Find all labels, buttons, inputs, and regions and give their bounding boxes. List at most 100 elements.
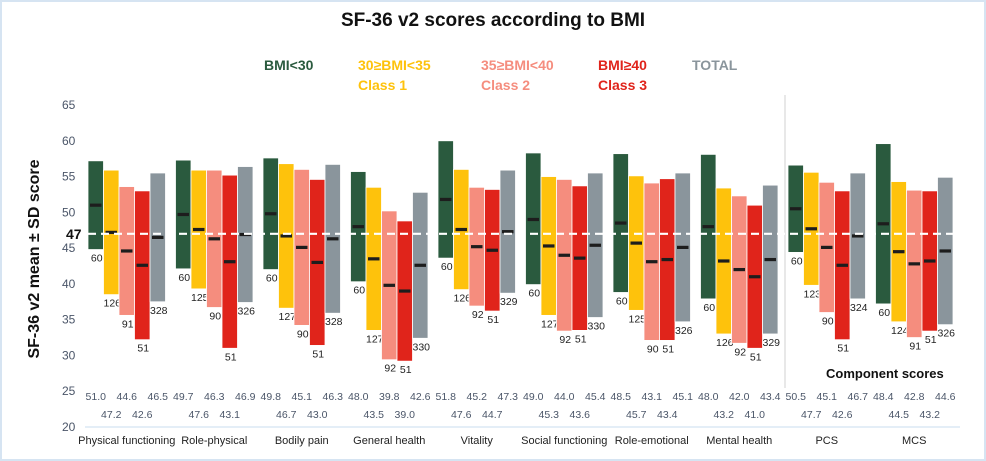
- mean-marker: [90, 203, 102, 207]
- n-label: 127: [278, 311, 296, 323]
- mean-marker: [790, 207, 802, 211]
- legend-label: TOTAL: [692, 57, 738, 73]
- n-label: 60: [441, 261, 453, 273]
- category-label: Social functioning: [521, 435, 607, 447]
- legend-class-1: 30≥BMI<35 Class 1: [358, 55, 431, 95]
- mean-marker: [589, 243, 601, 247]
- n-label: 60: [91, 253, 103, 265]
- category-label: Physical functioning: [78, 435, 175, 447]
- mean-value-label: 49.0: [523, 391, 544, 403]
- y-tick-label: 60: [62, 134, 76, 148]
- category-label: Mental health: [706, 435, 772, 447]
- mean-value-label: 47.6: [451, 409, 472, 421]
- mean-marker: [352, 225, 364, 229]
- mean-value-label: 45.2: [467, 391, 488, 403]
- mean-marker: [193, 227, 205, 232]
- mean-value-label: 49.8: [261, 391, 282, 403]
- mean-marker: [105, 230, 117, 234]
- mean-value-label: 43.5: [364, 409, 385, 421]
- n-label: 60: [878, 307, 890, 319]
- n-label: 124: [891, 325, 909, 337]
- mean-value-label: 48.0: [348, 391, 369, 403]
- mean-value-label: 44.0: [554, 391, 575, 403]
- mean-marker: [296, 245, 308, 249]
- n-label: 51: [400, 364, 412, 376]
- n-label: 60: [703, 302, 715, 314]
- mean-marker: [908, 262, 920, 266]
- n-label: 92: [384, 363, 396, 375]
- chart-title: SF-36 v2 scores according to BMI: [340, 10, 646, 31]
- y-tick-label: 45: [62, 241, 76, 255]
- mean-marker: [574, 256, 586, 260]
- mean-marker: [939, 249, 951, 253]
- mean-value-label: 46.7: [276, 409, 297, 421]
- n-label: 126: [716, 337, 734, 349]
- mean-value-label: 47.3: [498, 391, 519, 403]
- n-label: 324: [850, 302, 868, 314]
- legend-sublabel: Class 2: [481, 77, 531, 93]
- mean-value-label: 43.1: [220, 409, 241, 421]
- legend-class-3: BMI≥40 Class 3: [598, 55, 647, 95]
- mean-value-label: 46.7: [848, 391, 869, 403]
- mean-value-label: 43.4: [657, 409, 678, 421]
- mean-marker: [527, 217, 539, 222]
- mean-marker: [152, 235, 164, 239]
- mean-value-label: 46.5: [148, 391, 169, 403]
- mean-marker: [805, 227, 817, 231]
- mean-value-label: 47.7: [801, 409, 822, 421]
- mean-value-label: 46.9: [235, 391, 256, 403]
- n-label: 51: [137, 343, 149, 355]
- category-label: MCS: [902, 435, 926, 447]
- mean-value-label: 48.0: [698, 391, 719, 403]
- category-label: Role-physical: [181, 435, 247, 447]
- y-tick-label: 30: [62, 348, 76, 362]
- mean-value-label: 43.6: [570, 409, 591, 421]
- n-label: 328: [150, 305, 168, 317]
- mean-value-label: 43.2: [714, 409, 735, 421]
- mean-marker: [414, 263, 426, 267]
- n-label: 126: [103, 298, 121, 310]
- n-label: 90: [209, 311, 221, 323]
- mean-value-label: 47.2: [101, 409, 122, 421]
- mean-value-label: 42.6: [132, 409, 153, 421]
- mean-marker: [543, 244, 555, 248]
- mean-marker: [368, 257, 380, 261]
- mean-marker: [224, 260, 236, 264]
- mean-value-label: 45.1: [292, 391, 313, 403]
- mean-value-label: 42.8: [904, 391, 925, 403]
- category-label: General health: [353, 435, 425, 447]
- mean-value-label: 45.1: [673, 391, 694, 403]
- mean-marker: [661, 257, 673, 262]
- mean-value-label: 44.6: [117, 391, 138, 403]
- legend-label: 35≥BMI<40: [481, 57, 554, 73]
- mean-value-label: 46.3: [204, 391, 225, 403]
- mean-marker: [924, 259, 936, 263]
- mean-marker: [136, 263, 148, 267]
- mean-marker: [486, 248, 498, 252]
- y-tick-label: 55: [62, 170, 76, 184]
- mean-marker: [836, 263, 848, 267]
- mean-marker: [399, 289, 411, 293]
- mean-marker: [280, 234, 292, 238]
- legend-label: BMI≥40: [598, 57, 647, 73]
- mean-marker: [455, 227, 467, 232]
- y-tick-label: 65: [62, 98, 76, 112]
- n-label: 51: [837, 343, 849, 355]
- mean-value-label: 48.5: [611, 391, 632, 403]
- mean-value-label: 39.8: [379, 391, 400, 403]
- mean-marker: [327, 237, 339, 241]
- mean-marker: [311, 260, 323, 265]
- mean-marker: [877, 222, 889, 226]
- mean-marker: [383, 283, 395, 287]
- mean-marker: [471, 245, 483, 249]
- mean-marker: [733, 267, 745, 272]
- n-label: 91: [909, 341, 921, 353]
- n-label: 329: [500, 296, 518, 308]
- n-label: 91: [122, 318, 134, 330]
- mean-marker: [630, 241, 642, 245]
- y-tick-label: 35: [62, 313, 76, 327]
- n-label: 60: [791, 255, 803, 267]
- mean-value-label: 42.0: [729, 391, 750, 403]
- mean-value-label: 45.1: [817, 391, 838, 403]
